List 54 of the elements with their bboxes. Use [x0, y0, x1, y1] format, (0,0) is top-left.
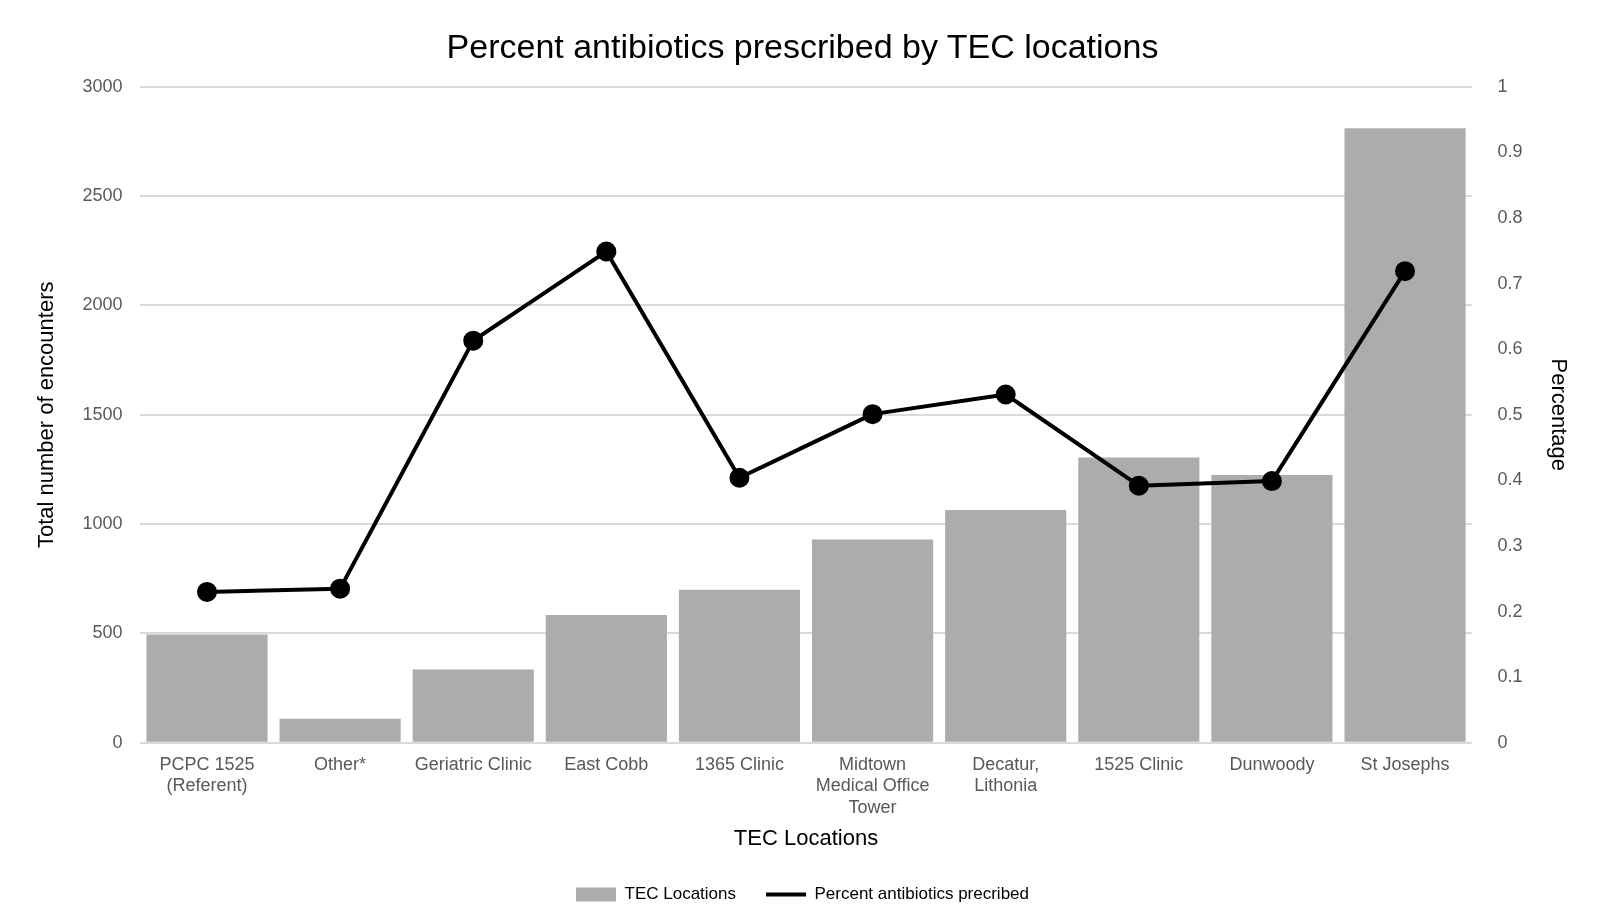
legend-label: TEC Locations: [624, 884, 736, 904]
y2-tick-label: 0.9: [1497, 141, 1523, 162]
y-tick-label: 2000: [82, 294, 123, 315]
x-tick-label: 1365 Clinic: [694, 753, 784, 774]
y-tick-label: 2500: [82, 185, 123, 206]
x-axis-title: TEC Locations: [733, 824, 879, 850]
x-tick-label: Dunwoody: [1229, 753, 1315, 774]
y-tick-label: 500: [92, 622, 123, 643]
x-tick-label: East Cobb: [564, 753, 649, 774]
y-tick-label: 1000: [82, 513, 123, 534]
y2-tick-label: 0.5: [1497, 403, 1523, 424]
x-tick-label: Other*: [314, 753, 367, 774]
bar: [545, 614, 667, 742]
x-tick-label: St Josephs: [1360, 753, 1450, 774]
y2-tick-label: 0.8: [1497, 206, 1523, 227]
y2-tick-label: 0.3: [1497, 534, 1523, 555]
y2-tick-label: 1: [1497, 75, 1508, 96]
bar: [1344, 128, 1466, 742]
y2-tick-label: 0.1: [1497, 666, 1523, 687]
bar: [1211, 474, 1333, 742]
point: [1261, 471, 1282, 492]
point: [463, 330, 484, 351]
point: [1128, 475, 1149, 496]
bar: [812, 539, 934, 742]
point: [729, 467, 750, 488]
x-tick-label: Decatur, Lithonia: [972, 753, 1040, 796]
point: [995, 384, 1016, 405]
y2-axis-title: Percentage: [1546, 358, 1572, 472]
y2-tick-label: 0.7: [1497, 272, 1523, 293]
x-tick-label: PCPC 1525 (Referent): [159, 753, 255, 796]
point: [197, 581, 217, 602]
x-tick-label: Midtown Medical Office Tower: [815, 753, 930, 817]
bar: [1078, 457, 1200, 742]
bar: [678, 589, 801, 742]
x-tick-label: Geriatric Clinic: [414, 753, 532, 774]
bar: [412, 669, 534, 742]
chart-title: Percent antibiotics prescribed by TEC locations: [446, 26, 1159, 65]
y-axis-title: Total number of encounters: [33, 281, 59, 549]
y-tick-label: 1500: [82, 403, 123, 424]
bar: [279, 718, 401, 742]
y-tick-label: 3000: [82, 75, 123, 96]
point: [862, 404, 883, 425]
y2-tick-label: 0.2: [1497, 600, 1523, 621]
y2-tick-label: 0.6: [1497, 338, 1523, 359]
point: [1395, 261, 1416, 282]
bar: [945, 509, 1067, 742]
y2-tick-label: 0.4: [1497, 469, 1523, 490]
x-tick-label: 1525 Clinic: [1094, 753, 1184, 774]
y2-tick-label: 0: [1497, 731, 1508, 752]
y-tick-label: 0: [112, 731, 123, 752]
point: [330, 578, 351, 599]
point: [596, 241, 617, 262]
legend-label: Percent antibiotics precribed: [814, 884, 1030, 904]
bar: [146, 634, 268, 742]
